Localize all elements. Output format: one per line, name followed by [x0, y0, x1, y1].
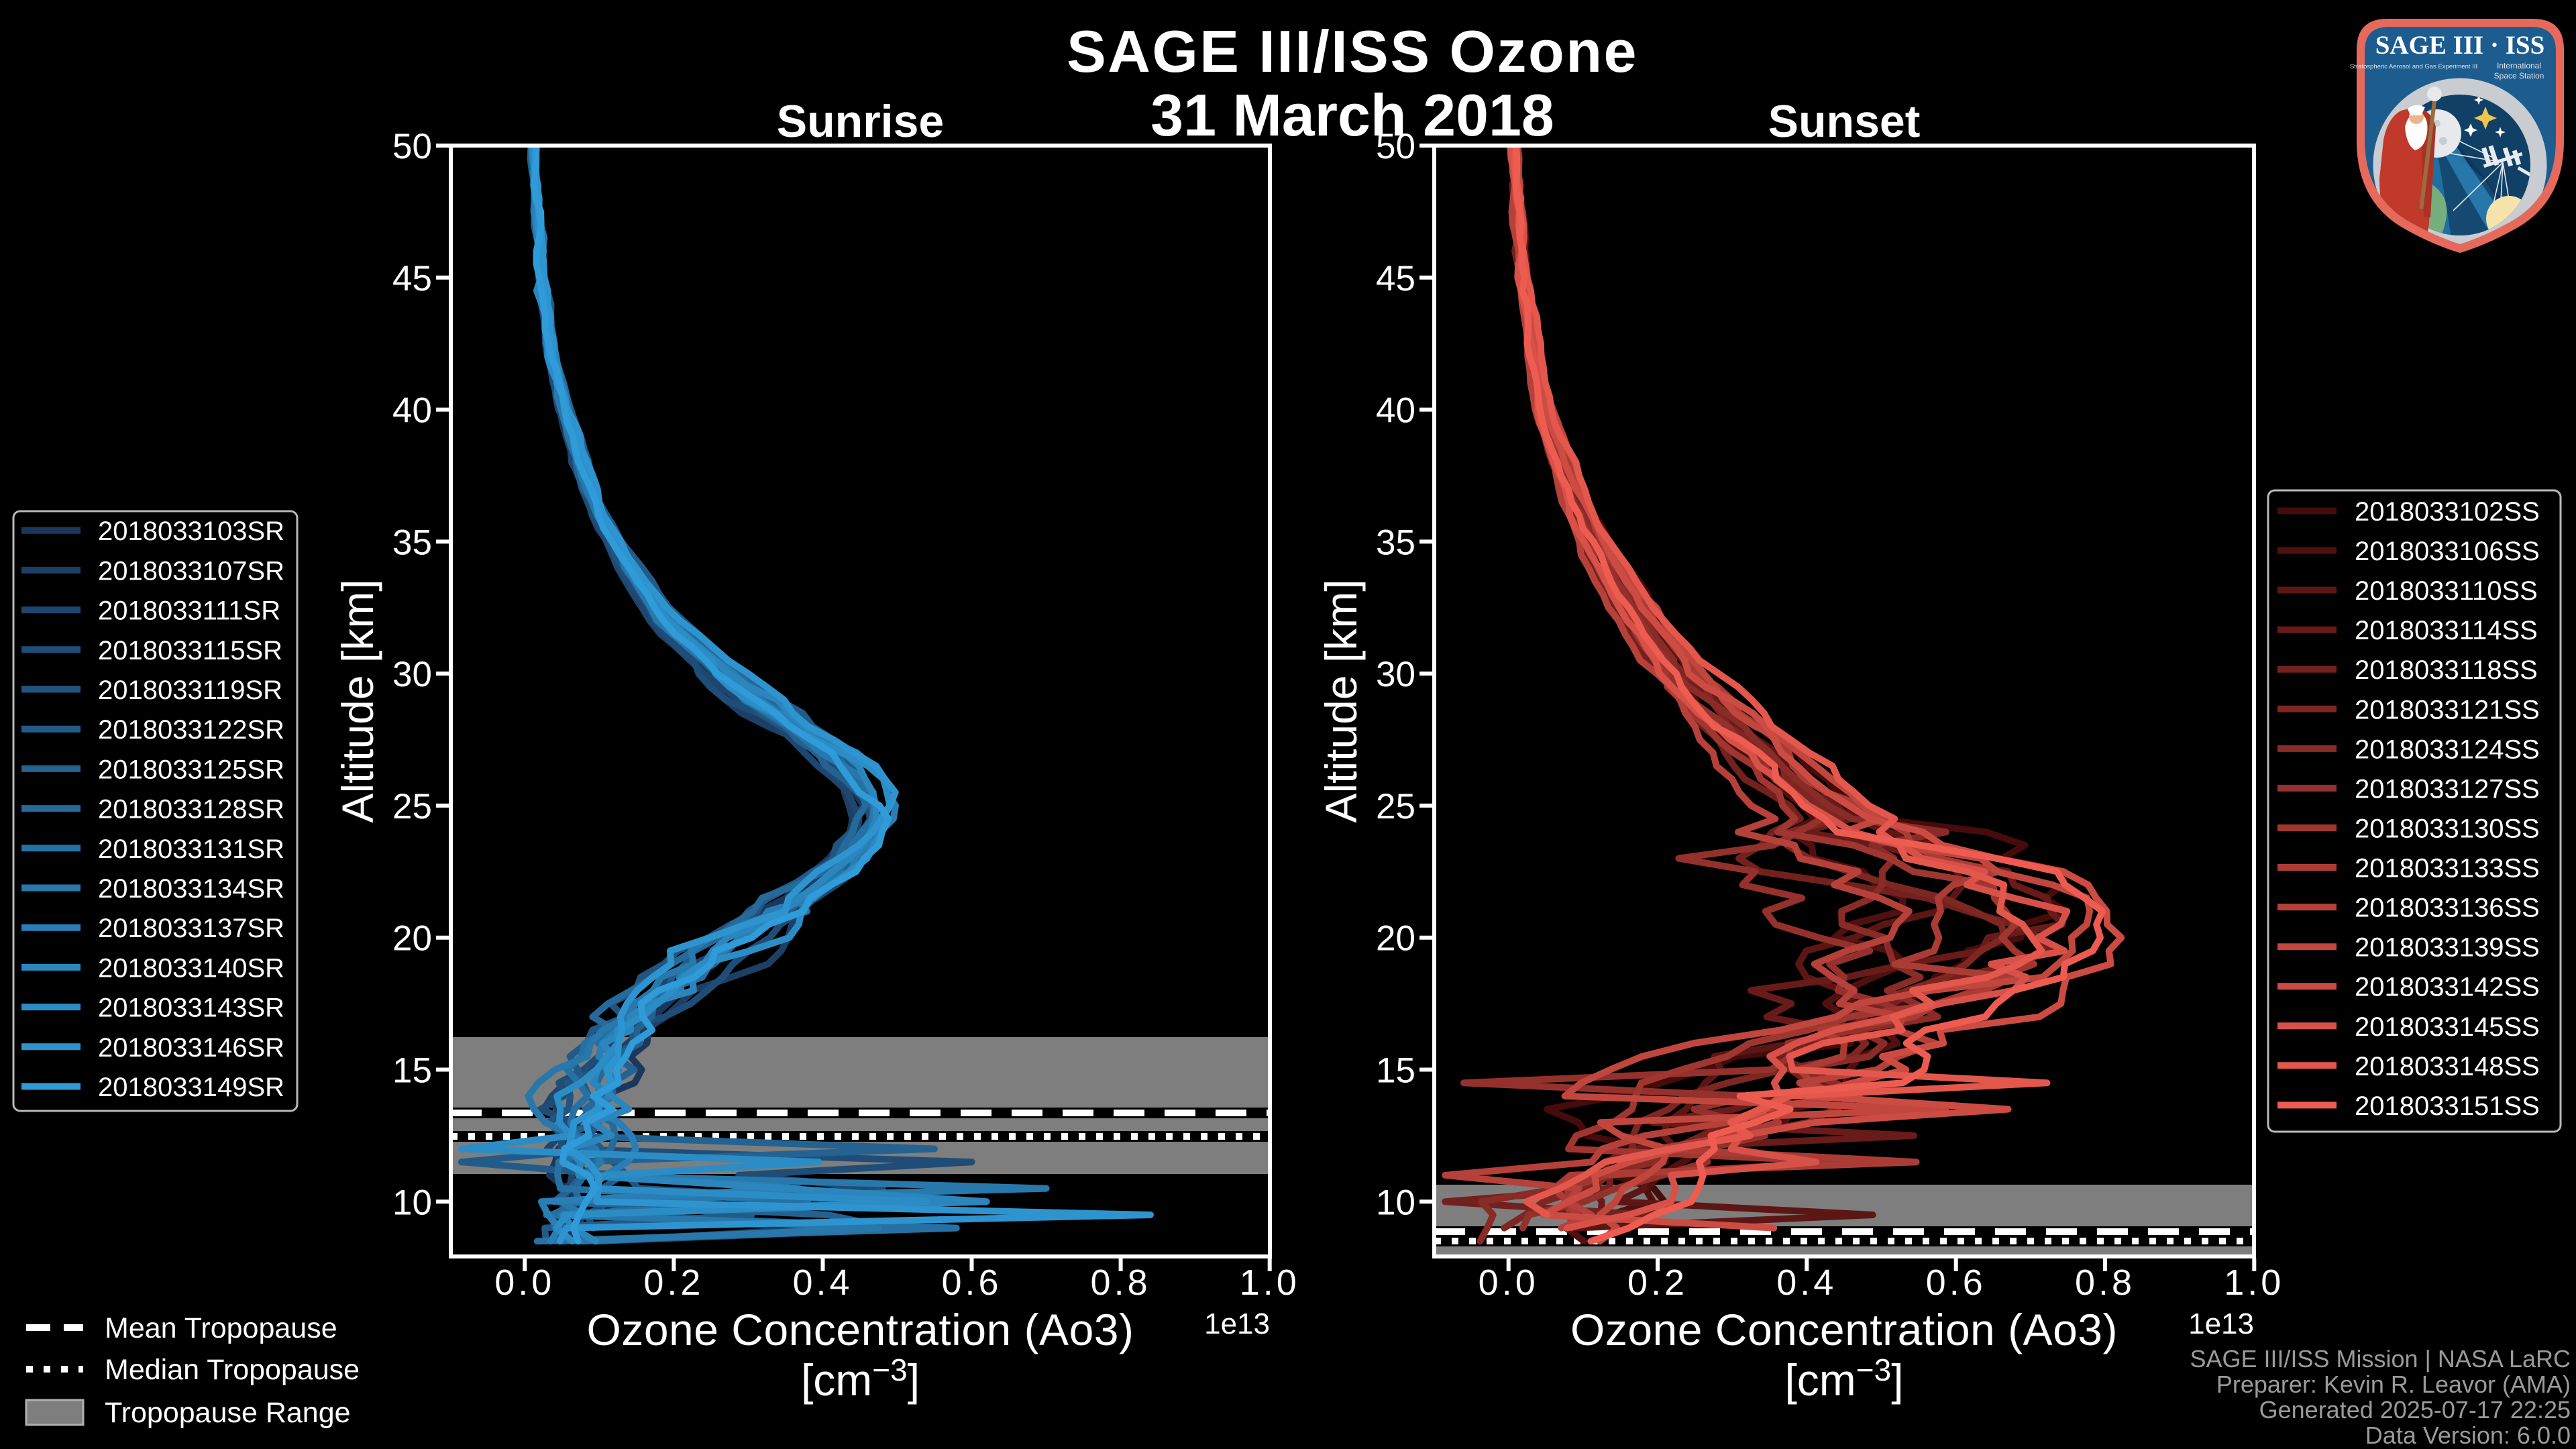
svg-text:25: 25	[1376, 787, 1415, 826]
svg-text:2018033115SR: 2018033115SR	[98, 636, 282, 665]
svg-text:45: 45	[392, 259, 432, 299]
svg-text:0.8: 0.8	[2075, 1263, 2135, 1303]
svg-text:2018033110SS: 2018033110SS	[2355, 576, 2538, 606]
svg-text:15: 15	[392, 1051, 432, 1091]
svg-text:2018033128SR: 2018033128SR	[98, 795, 284, 824]
svg-text:1.0: 1.0	[1240, 1263, 1300, 1303]
svg-text:2018033143SR: 2018033143SR	[98, 994, 284, 1023]
svg-text:SAGE III/ISS Mission | NASA La: SAGE III/ISS Mission | NASA LaRC	[2190, 1345, 2571, 1373]
svg-text:2018033145SS: 2018033145SS	[2355, 1012, 2540, 1042]
svg-text:15: 15	[1376, 1051, 1415, 1091]
svg-text:1e13: 1e13	[2188, 1307, 2254, 1340]
svg-text:2018033102SS: 2018033102SS	[2355, 497, 2540, 527]
svg-text:30: 30	[1376, 655, 1415, 694]
svg-text:10: 10	[1376, 1183, 1415, 1222]
svg-text:2018033137SR: 2018033137SR	[98, 914, 284, 943]
svg-text:40: 40	[392, 391, 432, 431]
svg-text:0.2: 0.2	[1627, 1263, 1688, 1303]
svg-text:20: 20	[392, 919, 432, 959]
svg-text:Median Tropopause: Median Tropopause	[105, 1354, 360, 1386]
svg-text:2018033131SR: 2018033131SR	[98, 835, 284, 864]
svg-text:2018033103SR: 2018033103SR	[98, 517, 284, 546]
svg-text:2018033139SS: 2018033139SS	[2355, 933, 2540, 963]
svg-text:Data Version: 6.0.0: Data Version: 6.0.0	[2365, 1421, 2571, 1449]
svg-text:2018033119SR: 2018033119SR	[98, 676, 282, 705]
svg-text:2018033122SR: 2018033122SR	[98, 715, 284, 745]
svg-text:2018033149SR: 2018033149SR	[98, 1073, 284, 1102]
svg-text:40: 40	[1376, 391, 1415, 431]
svg-text:Stratospheric Aerosol and Gas: Stratospheric Aerosol and Gas Experiment…	[2350, 63, 2477, 70]
svg-text:50: 50	[392, 127, 432, 166]
svg-text:0.6: 0.6	[1926, 1263, 1986, 1303]
svg-text:Ozone Concentration (Ao3): Ozone Concentration (Ao3)	[1570, 1305, 2118, 1354]
svg-text:0.4: 0.4	[792, 1263, 853, 1303]
svg-text:2018033114SS: 2018033114SS	[2355, 616, 2538, 645]
svg-text:2018033140SR: 2018033140SR	[98, 953, 284, 983]
svg-text:Generated 2025-07-17 22:25: Generated 2025-07-17 22:25	[2259, 1396, 2571, 1424]
svg-text:50: 50	[1376, 127, 1415, 166]
svg-text:1e13: 1e13	[1204, 1307, 1270, 1340]
svg-text:0.0: 0.0	[494, 1263, 555, 1303]
svg-text:2018033151SS: 2018033151SS	[2355, 1091, 2540, 1121]
svg-text:2018033148SS: 2018033148SS	[2355, 1052, 2540, 1081]
svg-text:30: 30	[392, 655, 432, 694]
svg-text:2018033146SR: 2018033146SR	[98, 1033, 284, 1063]
svg-text:0.6: 0.6	[941, 1263, 1002, 1303]
svg-text:35: 35	[1376, 523, 1415, 562]
svg-text:2018033107SR: 2018033107SR	[98, 556, 284, 586]
svg-text:Sunset: Sunset	[1768, 96, 1921, 147]
svg-text:Sunrise: Sunrise	[777, 96, 944, 147]
svg-text:1.0: 1.0	[2224, 1263, 2284, 1303]
svg-text:International: International	[2497, 61, 2541, 70]
svg-text:0.8: 0.8	[1091, 1263, 1151, 1303]
svg-text:10: 10	[392, 1183, 432, 1222]
svg-text:2018033118SS: 2018033118SS	[2355, 655, 2538, 685]
svg-text:Preparer: Kevin R. Leavor (AMA: Preparer: Kevin R. Leavor (AMA)	[2216, 1371, 2571, 1398]
svg-text:2018033125SR: 2018033125SR	[98, 755, 284, 784]
svg-text:Ozone Concentration (Ao3): Ozone Concentration (Ao3)	[587, 1305, 1134, 1354]
svg-text:Altitude [km]: Altitude [km]	[333, 579, 382, 822]
svg-text:20: 20	[1376, 919, 1415, 959]
svg-text:0.4: 0.4	[1776, 1263, 1837, 1303]
svg-text:SAGE III/ISS Ozone: SAGE III/ISS Ozone	[1067, 18, 1638, 85]
svg-text:2018033106SS: 2018033106SS	[2355, 537, 2540, 566]
svg-text:2018033121SS: 2018033121SS	[2355, 695, 2540, 724]
svg-text:2018033130SS: 2018033130SS	[2355, 814, 2540, 844]
svg-text:Space Station: Space Station	[2494, 71, 2544, 80]
svg-text:2018033124SS: 2018033124SS	[2355, 735, 2540, 764]
svg-text:2018033127SS: 2018033127SS	[2355, 774, 2540, 804]
svg-text:0.2: 0.2	[643, 1263, 704, 1303]
svg-text:2018033142SS: 2018033142SS	[2355, 973, 2540, 1002]
svg-text:Tropopause Range: Tropopause Range	[105, 1397, 351, 1429]
svg-text:2018033136SS: 2018033136SS	[2355, 894, 2540, 923]
svg-text:25: 25	[392, 787, 432, 826]
svg-text:31 March 2018: 31 March 2018	[1150, 82, 1554, 148]
svg-text:35: 35	[392, 523, 432, 562]
svg-text:0.0: 0.0	[1479, 1263, 1539, 1303]
svg-text:45: 45	[1376, 259, 1415, 299]
svg-text:2018033134SR: 2018033134SR	[98, 874, 284, 904]
svg-text:2018033133SS: 2018033133SS	[2355, 854, 2540, 883]
svg-text:2018033111SR: 2018033111SR	[98, 596, 280, 626]
svg-text:Altitude [km]: Altitude [km]	[1316, 579, 1366, 822]
svg-text:Mean Tropopause: Mean Tropopause	[105, 1312, 337, 1344]
svg-text:SAGE III · ISS: SAGE III · ISS	[2375, 31, 2545, 60]
